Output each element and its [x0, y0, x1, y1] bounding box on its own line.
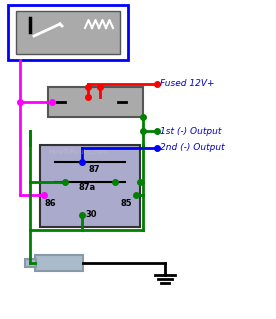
Bar	[25, 259, 36, 267]
Text: 87a: 87a	[78, 183, 95, 192]
Bar	[35, 255, 83, 271]
Text: 86: 86	[44, 199, 56, 208]
Bar	[8, 5, 128, 60]
Text: 87: 87	[88, 165, 100, 174]
Text: 2nd (-) Output: 2nd (-) Output	[160, 144, 225, 152]
Bar	[16, 11, 120, 54]
Text: 30: 30	[85, 210, 97, 219]
Text: Fused 12V+: Fused 12V+	[160, 79, 214, 88]
Text: 85: 85	[120, 199, 132, 208]
Text: 1st (-) Output: 1st (-) Output	[160, 127, 221, 136]
Bar	[48, 87, 143, 117]
Bar	[40, 145, 140, 227]
Text: HowToRoute.com: HowToRoute.com	[48, 149, 108, 155]
